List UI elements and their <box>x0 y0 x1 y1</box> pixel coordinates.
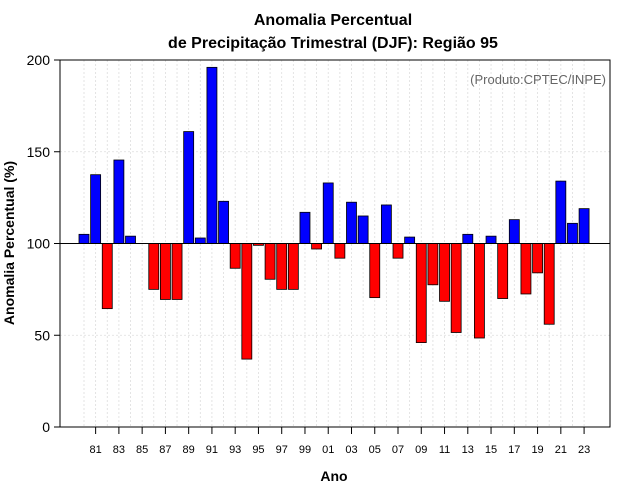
bar-07 <box>392 243 404 259</box>
bar-13 <box>462 233 474 244</box>
bar-88 <box>171 243 183 300</box>
x-tick-label: 13 <box>462 444 474 456</box>
bar-12 <box>450 243 462 333</box>
bar-20 <box>543 243 555 325</box>
bar-01 <box>322 182 334 244</box>
x-axis-label: Ano <box>320 468 347 484</box>
x-tick-label: 93 <box>229 444 241 456</box>
bar-89 <box>183 131 195 244</box>
bar-09 <box>415 243 427 343</box>
bar-92 <box>218 200 229 244</box>
bar-03 <box>346 201 357 244</box>
bar-21 <box>555 180 567 244</box>
bar-97 <box>276 243 288 290</box>
bar-93 <box>229 243 241 269</box>
x-tick-label: 03 <box>345 444 357 456</box>
x-tick-label: 09 <box>415 444 427 456</box>
bar-99 <box>299 211 311 244</box>
bar-00 <box>311 243 323 250</box>
x-tick-label: 07 <box>392 444 404 456</box>
x-tick-label: 01 <box>322 444 334 456</box>
x-tick-label: 21 <box>555 444 567 456</box>
bar-82 <box>101 243 113 310</box>
x-tick-label: 19 <box>531 444 543 456</box>
x-tick-label: 23 <box>578 444 590 456</box>
y-tick-label: 50 <box>34 327 50 343</box>
x-tick-label: 95 <box>252 444 264 456</box>
x-tick-label: 17 <box>508 444 520 456</box>
y-tick-label: 200 <box>27 52 51 68</box>
x-tick-label: 85 <box>136 444 148 456</box>
x-tick-label: 99 <box>299 444 311 456</box>
chart-title-line2: de Precipitação Trimestral (DJF): Região… <box>168 35 498 52</box>
bar-10 <box>427 243 439 286</box>
y-tick-label: 0 <box>42 419 50 435</box>
x-axis: 81 83 85 87 89 91 93 95 97 99 01 03 05 07 09 11 13 15 17 19… <box>90 427 590 456</box>
x-tick-label: 97 <box>276 444 288 456</box>
bar-83 <box>113 159 125 244</box>
bars <box>78 66 590 360</box>
y-tick-label: 150 <box>27 144 51 160</box>
x-tick-label: 15 <box>485 444 497 456</box>
bar-98 <box>287 243 299 290</box>
bar-04 <box>357 215 369 244</box>
bar-15 <box>485 235 497 244</box>
bar-23 <box>578 208 590 244</box>
bar-05 <box>369 243 381 299</box>
y-axis: 0 50 100 150 200 <box>27 52 60 435</box>
bar-02 <box>334 243 346 259</box>
credit-label: (Produto:CPTEC/INPE) <box>470 72 606 87</box>
chart-title-line1: Anomalia Percentual <box>254 12 412 29</box>
x-tick-label: 83 <box>113 444 125 456</box>
x-tick-label: 91 <box>206 444 218 456</box>
bar-94 <box>241 243 253 360</box>
bar-17 <box>508 219 520 244</box>
bar-84 <box>125 235 136 244</box>
y-axis-label: Anomalia Percentual (%) <box>1 161 17 325</box>
bar-18 <box>520 243 532 295</box>
x-tick-label: 81 <box>90 444 102 456</box>
x-tick-label: 89 <box>183 444 195 456</box>
bar-16 <box>497 243 509 299</box>
bar-96 <box>264 243 276 280</box>
bar-22 <box>567 222 578 244</box>
y-tick-label: 100 <box>27 236 51 252</box>
bar-91 <box>206 66 218 244</box>
bar-14 <box>474 243 485 339</box>
x-tick-label: 11 <box>439 444 450 456</box>
x-tick-label: 05 <box>369 444 381 456</box>
bar-11 <box>439 243 450 302</box>
bar-19 <box>532 243 543 274</box>
bar-06 <box>380 204 392 244</box>
grid <box>60 60 610 427</box>
bar-80 <box>78 233 90 244</box>
bar-81 <box>90 174 102 244</box>
bar-90 <box>194 237 206 244</box>
bar-08 <box>404 236 416 244</box>
bar-87 <box>160 243 171 300</box>
bar-86 <box>148 243 160 290</box>
x-tick-label: 87 <box>159 444 171 456</box>
